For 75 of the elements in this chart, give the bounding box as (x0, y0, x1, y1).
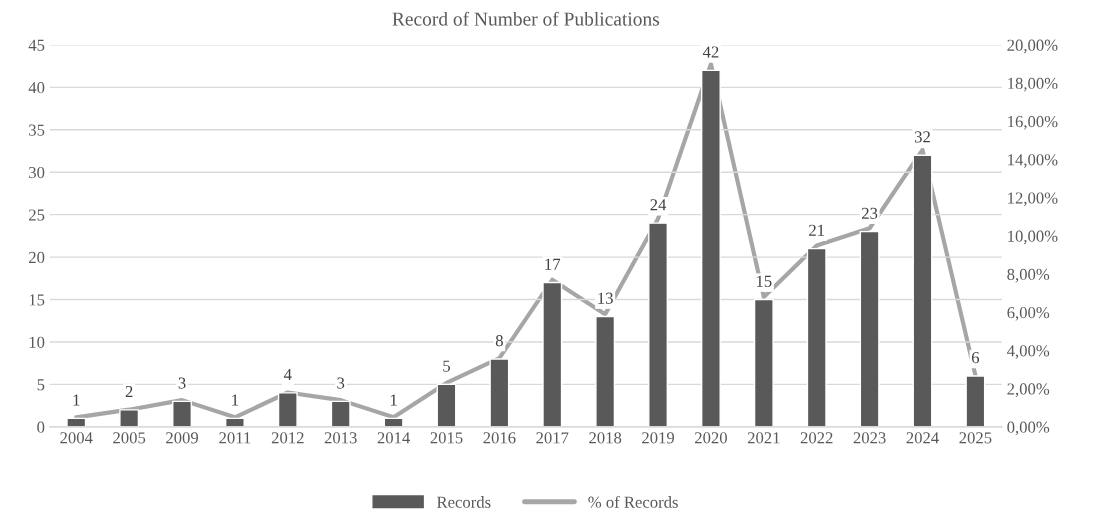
y2-tick-label: 2,00% (1007, 383, 1050, 398)
bar (119, 409, 140, 427)
y-tick-label: 10 (29, 336, 45, 348)
chart-title: Record of Number of Publications (392, 11, 660, 26)
data-label: 15 (756, 275, 772, 287)
data-label: 4 (283, 369, 292, 381)
y-tick-label: 40 (28, 82, 45, 94)
y-tick-label: 15 (29, 294, 45, 306)
data-label: 23 (862, 207, 878, 219)
data-label: 5 (443, 360, 451, 372)
x-tick-label: 2021 (747, 432, 780, 444)
bar (859, 230, 880, 427)
y2-tick-label: 20,00% (1007, 39, 1058, 54)
y2-tick-label: 18,00% (1008, 77, 1058, 92)
legend-label: % of Records (588, 495, 678, 508)
bar (542, 281, 563, 427)
bar (172, 400, 192, 427)
data-label: 1 (73, 394, 80, 406)
y2-tick-label: 0,00% (1007, 421, 1050, 436)
x-tick-label: 2009 (166, 432, 199, 444)
x-tick-label: 2020 (695, 432, 727, 444)
data-label: 8 (495, 334, 503, 347)
x-tick-label: 2017 (536, 432, 569, 444)
x-tick-label: 2025 (959, 432, 992, 444)
x-tick-label: 2012 (271, 432, 304, 444)
x-tick-label: 2022 (800, 432, 833, 444)
x-tick-label: 2023 (853, 432, 886, 444)
x-tick-label: 2015 (430, 432, 463, 444)
bar (806, 247, 827, 427)
data-label: 24 (650, 199, 667, 211)
x-tick-label: 2004 (60, 432, 93, 444)
y2-tick-label: 12,00% (1008, 192, 1058, 207)
y-tick-label: 25 (29, 209, 45, 221)
y-tick-label: 0 (37, 421, 45, 433)
data-label: 13 (598, 292, 613, 304)
data-label: 3 (178, 377, 186, 389)
bar (489, 358, 510, 427)
bar (330, 400, 351, 427)
y2-tick-label: 8,00% (1007, 268, 1050, 283)
y2-tick-label: 10,00% (1008, 230, 1058, 245)
x-tick-label: 2014 (377, 432, 411, 444)
data-label: 1 (390, 394, 397, 406)
y-tick-label: 20 (29, 251, 45, 264)
bar (912, 154, 933, 427)
bar (648, 222, 669, 427)
y2-tick-label: 6,00% (1007, 306, 1050, 321)
x-tick-label: 2024 (906, 432, 939, 444)
y2-tick-label: 4,00% (1007, 345, 1050, 359)
y-tick-label: 30 (29, 166, 45, 179)
bar (595, 315, 616, 427)
y-tick-label: 35 (29, 124, 45, 136)
bar (277, 392, 298, 427)
x-tick-label: 2016 (483, 432, 516, 444)
data-label: 6 (971, 352, 980, 364)
bar (965, 375, 986, 427)
data-label: 21 (809, 224, 825, 236)
bar (753, 298, 774, 427)
data-label: 2 (125, 385, 133, 398)
y2-tick-label: 14,00% (1008, 154, 1058, 168)
y2-tick-label: 16,00% (1008, 115, 1058, 130)
bar (436, 383, 457, 427)
x-tick-label: 2011 (219, 432, 251, 444)
data-label: 3 (337, 377, 345, 389)
legend-label: Records (436, 496, 491, 508)
data-label: 42 (702, 46, 719, 58)
y-tick-label: 45 (28, 39, 45, 51)
x-tick-label: 2019 (642, 432, 675, 444)
bar (700, 69, 721, 427)
x-tick-label: 2013 (324, 432, 357, 444)
x-tick-label: 2018 (589, 432, 622, 444)
data-label: 32 (914, 131, 930, 143)
data-label: 1 (232, 394, 239, 406)
x-tick-label: 2005 (113, 432, 146, 444)
data-label: 17 (545, 258, 561, 270)
y-tick-label: 5 (37, 379, 45, 391)
